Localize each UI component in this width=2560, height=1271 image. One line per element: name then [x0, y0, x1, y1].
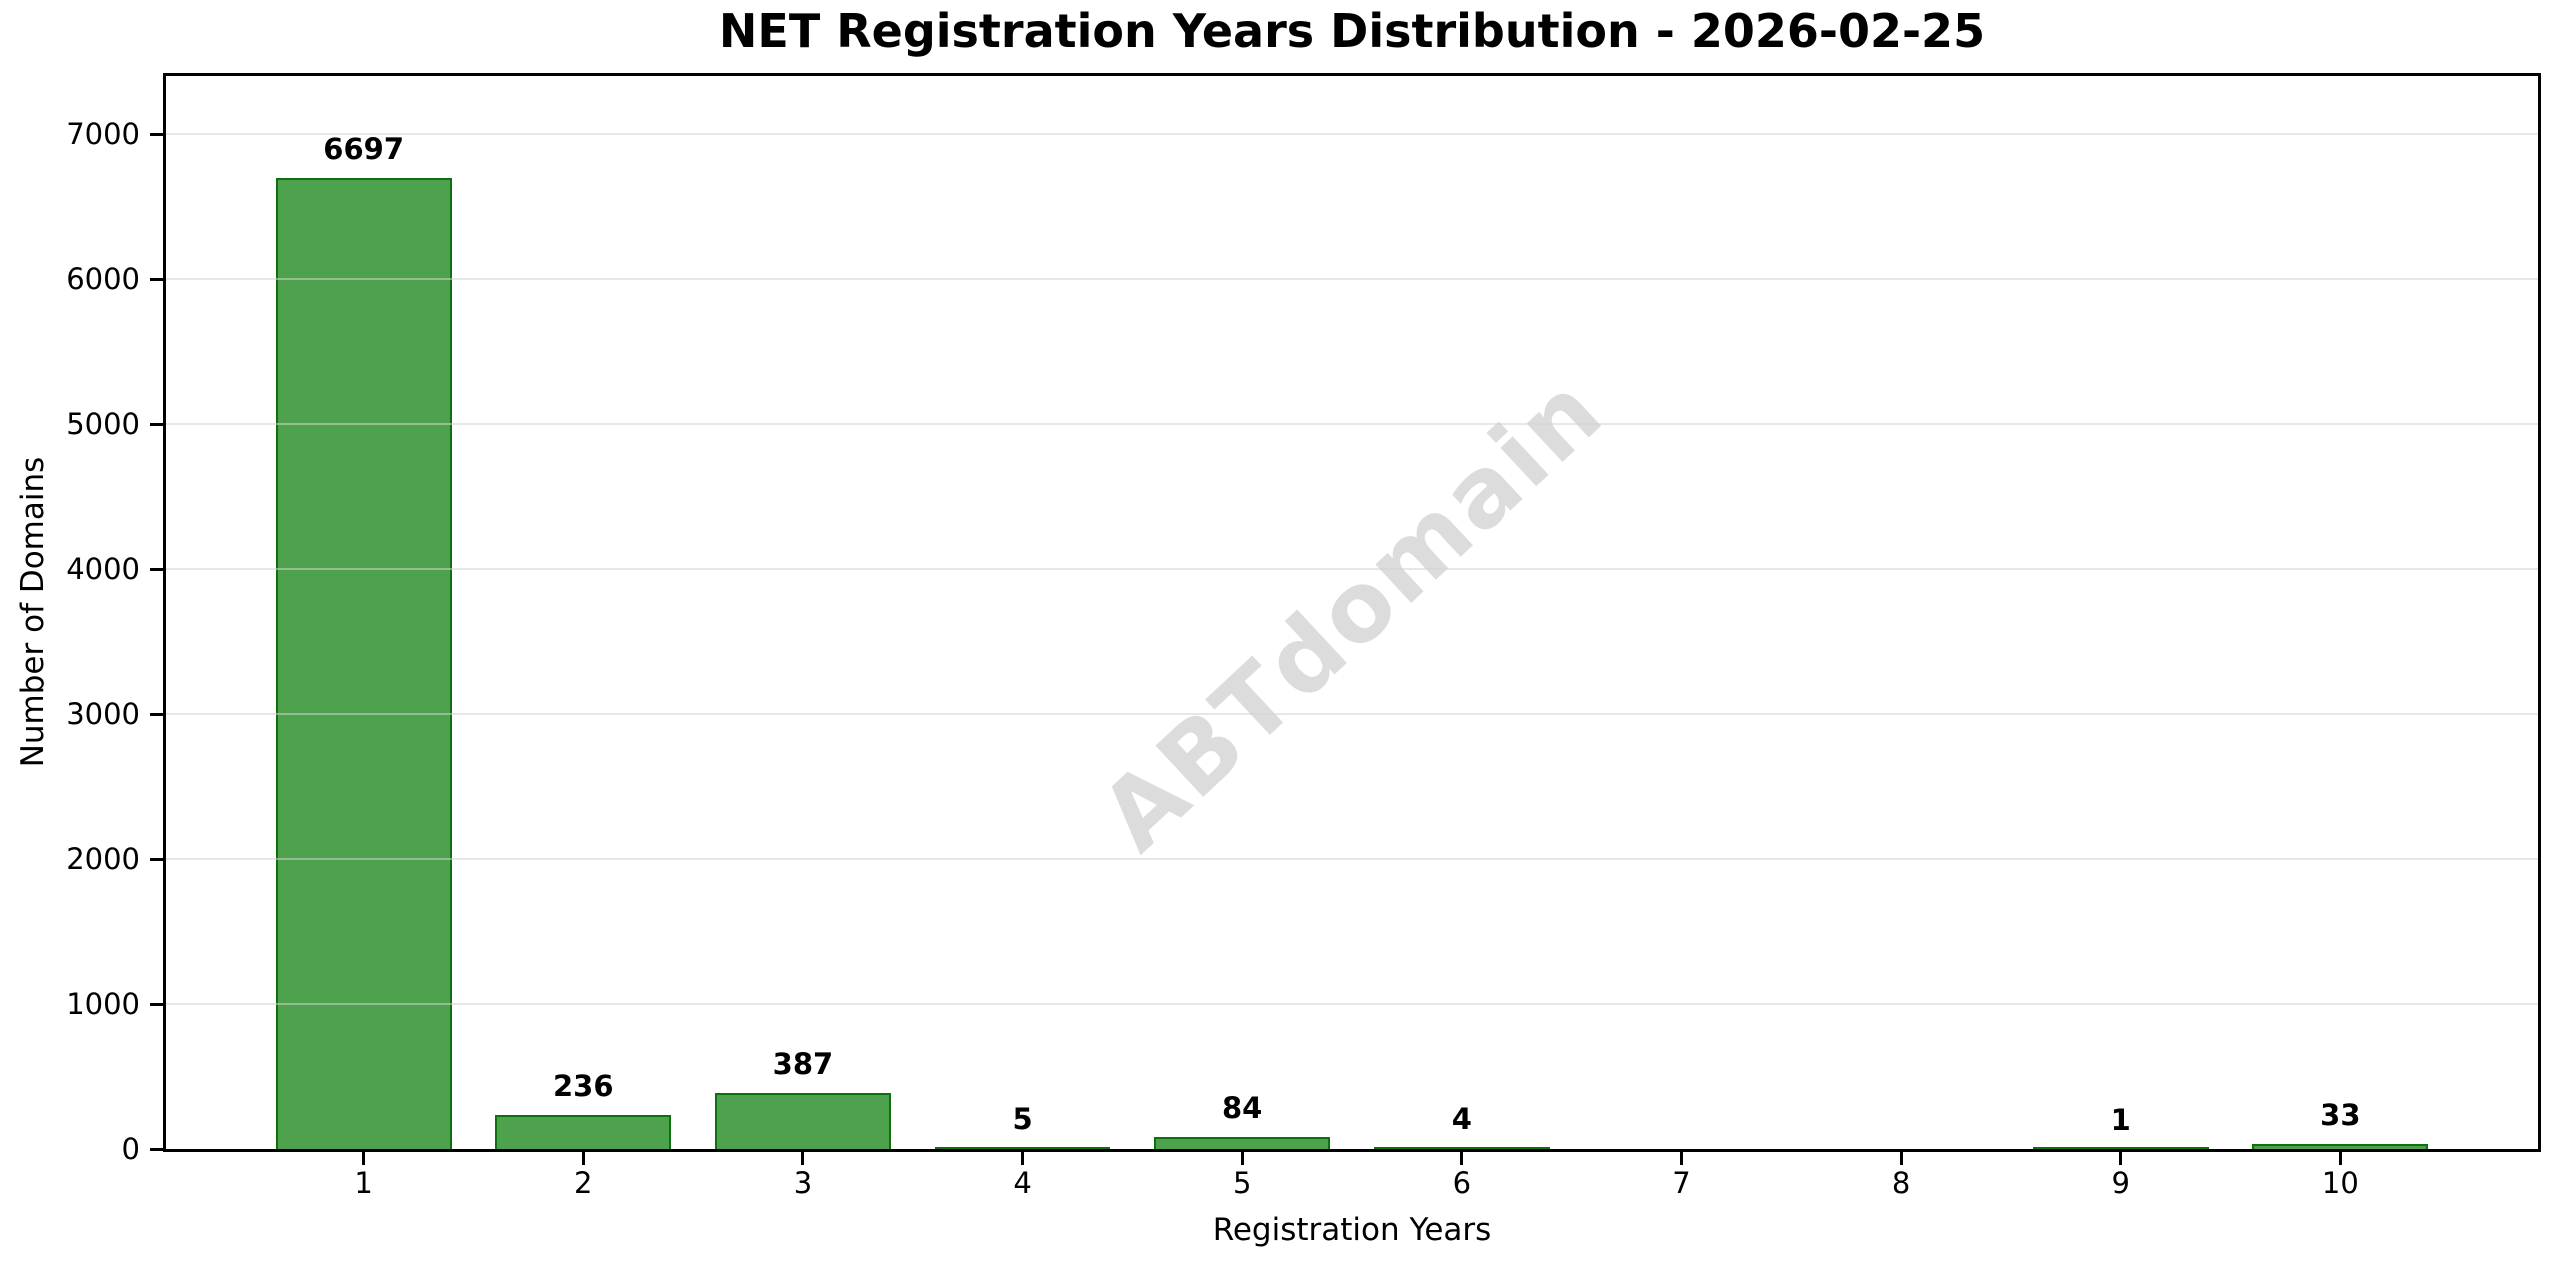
x-tick-label: 6	[1452, 1166, 1472, 1200]
x-tick-label: 8	[1891, 1166, 1911, 1200]
y-tick-label: 2000	[66, 842, 140, 876]
y-tick-mark	[150, 712, 163, 716]
y-tick-label: 3000	[66, 697, 140, 731]
gridline	[166, 423, 2538, 425]
gridline	[166, 1003, 2538, 1005]
x-tick-mark	[2119, 1152, 2123, 1165]
x-tick-mark	[1679, 1152, 1683, 1165]
x-tick-label: 7	[1672, 1166, 1691, 1200]
x-tick-label: 1	[354, 1166, 373, 1200]
bar-value-label: 84	[1221, 1090, 1263, 1125]
gridline	[166, 568, 2538, 570]
bar	[934, 1147, 1111, 1149]
y-tick-mark	[150, 567, 163, 571]
gridline	[166, 858, 2538, 860]
y-tick-label: 0	[121, 1132, 140, 1166]
x-tick-mark	[2338, 1152, 2342, 1165]
y-tick-mark	[150, 277, 163, 281]
x-tick-mark	[1240, 1152, 1244, 1165]
y-tick-mark	[150, 1147, 163, 1151]
x-tick-mark	[801, 1152, 805, 1165]
plot-inner: ABTdomain 6697 236 387 5 84 4 1 33	[166, 76, 2538, 1149]
y-tick-mark	[150, 422, 163, 426]
x-axis-label: Registration Years	[1212, 1212, 1492, 1248]
watermark: ABTdomain	[1079, 353, 1625, 872]
x-tick-mark	[1899, 1152, 1903, 1165]
x-tick-label: 10	[2321, 1166, 2359, 1200]
x-tick-mark	[1460, 1152, 1464, 1165]
bar	[715, 1092, 891, 1149]
bar-value-label: 387	[772, 1046, 834, 1081]
x-tick-label: 5	[1232, 1166, 1252, 1200]
y-tick-label: 6000	[66, 262, 140, 296]
bar	[1154, 1136, 1331, 1149]
bar	[495, 1114, 672, 1149]
gridline	[166, 713, 2538, 715]
bar-value-label: 1	[2110, 1102, 2131, 1137]
y-tick-mark	[150, 132, 163, 136]
bar	[1373, 1147, 1550, 1149]
y-tick-label: 7000	[66, 117, 140, 151]
bar-value-label: 236	[553, 1068, 614, 1103]
y-tick-mark	[150, 1002, 163, 1006]
bar-value-label: 5	[1012, 1102, 1033, 1137]
bar	[2252, 1144, 2429, 1149]
x-tick-label: 3	[793, 1166, 813, 1200]
bar-value-label: 4	[1451, 1102, 1472, 1137]
x-tick-label: 2	[574, 1166, 593, 1200]
chart-title: NET Registration Years Distribution - 20…	[718, 4, 1986, 58]
y-tick-label: 5000	[66, 407, 140, 441]
bar-value-label: 33	[2320, 1098, 2361, 1133]
bar-value-label: 6697	[323, 131, 405, 166]
x-tick-mark	[581, 1152, 585, 1165]
y-tick-label: 1000	[66, 987, 140, 1021]
y-tick-label: 4000	[66, 552, 140, 586]
gridline	[166, 278, 2538, 280]
bar	[275, 177, 452, 1149]
y-tick-mark	[150, 857, 163, 861]
plot-area: ABTdomain 6697 236 387 5 84 4 1 33	[163, 73, 2541, 1152]
x-tick-mark	[362, 1152, 366, 1165]
x-tick-label: 4	[1013, 1166, 1032, 1200]
bar	[2032, 1147, 2209, 1149]
x-tick-mark	[1021, 1152, 1025, 1165]
x-tick-label: 9	[2111, 1166, 2130, 1200]
gridline	[166, 133, 2538, 135]
